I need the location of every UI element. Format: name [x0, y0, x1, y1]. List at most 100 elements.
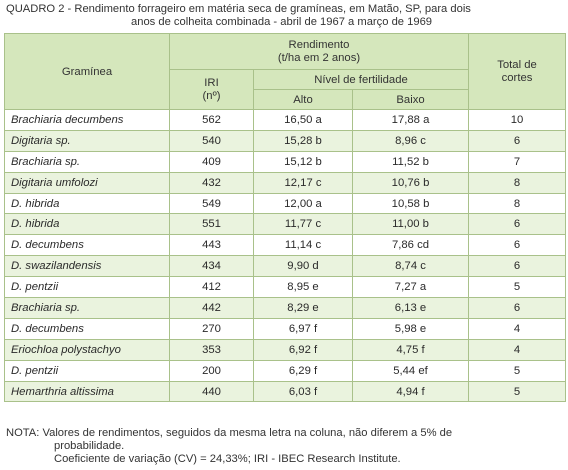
cell-iri: 540 [169, 129, 254, 152]
cell-graminea: D. hibrida [4, 213, 170, 236]
cell-graminea: Hemarthria altissima [4, 380, 170, 403]
cell-graminea: Digitaria umfolozi [4, 171, 170, 194]
header-rendimento-unit: (t/ha em 2 anos) [277, 51, 361, 64]
caption-line-1: QUADRO 2 - Rendimento forrageiro em maté… [6, 3, 471, 15]
cell-cortes: 7 [468, 150, 567, 173]
cell-baixo: 4,75 f [351, 338, 470, 361]
table-row: D. pentzii 200 6,29 f 5,44 ef 5 [4, 359, 567, 382]
cell-graminea: Brachiaria sp. [4, 150, 170, 173]
cell-baixo: 7,86 cd [351, 234, 470, 257]
header-total-cortes: Total de cortes [468, 33, 567, 110]
note-line-2: probabilidade. [54, 440, 125, 452]
header-iri: IRI (nº) [169, 69, 254, 110]
cell-graminea: Digitaria sp. [4, 129, 170, 152]
cell-alto: 12,00 a [253, 192, 353, 215]
cell-iri: 432 [169, 171, 254, 194]
cell-cortes: 5 [468, 359, 567, 382]
cell-alto: 16,50 a [253, 109, 353, 131]
cell-alto: 6,03 f [253, 380, 353, 403]
cell-baixo: 7,27 a [351, 276, 470, 299]
cell-iri: 409 [169, 150, 254, 173]
cell-graminea: D. pentzii [4, 359, 170, 382]
table-caption: QUADRO 2 - Rendimento forrageiro em maté… [6, 3, 562, 29]
cell-baixo: 17,88 a [351, 109, 470, 131]
cell-iri: 442 [169, 297, 254, 319]
cell-iri: 270 [169, 317, 254, 340]
header-total-line-1: Total de [497, 58, 537, 71]
cell-cortes: 8 [468, 171, 567, 194]
cell-cortes: 10 [468, 109, 567, 131]
cell-cortes: 5 [468, 380, 567, 403]
cell-alto: 15,12 b [253, 150, 353, 173]
cell-baixo: 8,74 c [351, 255, 470, 278]
header-iri-label: IRI [204, 76, 219, 89]
cell-alto: 6,29 f [253, 359, 353, 382]
cell-baixo: 10,58 b [351, 192, 470, 215]
caption-line-2: anos de colheita combinada - abril de 19… [131, 16, 433, 28]
cell-iri: 562 [169, 109, 254, 131]
cell-baixo: 6,13 e [351, 297, 470, 319]
cell-iri: 549 [169, 192, 254, 215]
cell-iri: 551 [169, 213, 254, 236]
header-nivel-fertilidade: Nível de fertilidade [252, 69, 470, 90]
cell-alto: 6,92 f [253, 338, 353, 361]
cell-iri: 412 [169, 276, 254, 299]
table-body: Brachiaria decumbens 562 16,50 a 17,88 a 10 D… [4, 109, 567, 403]
cell-cortes: 4 [468, 317, 567, 340]
cell-baixo: 10,76 b [351, 171, 470, 194]
note-line-3: Coeficiente de variação (CV) = 24,33%; I… [54, 453, 401, 465]
cell-baixo: 5,98 e [351, 317, 470, 340]
cell-cortes: 8 [468, 192, 567, 215]
cell-baixo: 4,94 f [351, 380, 470, 403]
table-header: Gramínea Rendimento (t/ha em 2 anos) Tot… [4, 33, 567, 110]
cell-alto: 8,95 e [253, 276, 353, 299]
cell-graminea: D. hibrida [4, 192, 170, 215]
cell-baixo: 8,96 c [351, 129, 470, 152]
cell-alto: 9,90 d [253, 255, 353, 278]
cell-cortes: 6 [468, 297, 567, 319]
header-rendimento: Rendimento (t/ha em 2 anos) [168, 33, 470, 70]
cell-iri: 353 [169, 338, 254, 361]
header-alto: Alto [253, 89, 353, 110]
table-row: Brachiaria decumbens 562 16,50 a 17,88 a 10 [4, 109, 567, 131]
cell-cortes: 4 [468, 338, 567, 361]
cell-graminea: Brachiaria sp. [4, 297, 170, 319]
cell-baixo: 5,44 ef [351, 359, 470, 382]
header-total-line-2: cortes [501, 71, 533, 84]
table-row: D. decumbens 443 11,14 c 7,86 cd 6 [4, 234, 567, 257]
cell-graminea: Eriochloa polystachyo [4, 338, 170, 361]
header-graminea: Gramínea [4, 33, 170, 110]
note-line-1: NOTA: Valores de rendimentos, seguidos d… [6, 427, 453, 439]
cell-baixo: 11,00 b [351, 213, 470, 236]
cell-iri: 200 [169, 359, 254, 382]
cell-cortes: 6 [468, 213, 567, 236]
cell-iri: 434 [169, 255, 254, 278]
cell-alto: 11,14 c [253, 234, 353, 257]
cell-cortes: 5 [468, 276, 567, 299]
cell-cortes: 6 [468, 129, 567, 152]
cell-cortes: 6 [468, 255, 567, 278]
cell-baixo: 11,52 b [351, 150, 470, 173]
cell-graminea: D. swazilandensis [4, 255, 170, 278]
header-baixo: Baixo [351, 89, 470, 110]
cell-alto: 8,29 e [253, 297, 353, 319]
header-rendimento-title: Rendimento [288, 38, 350, 51]
cell-graminea: D. decumbens [4, 234, 170, 257]
cell-iri: 440 [169, 380, 254, 403]
cell-alto: 11,77 c [253, 213, 353, 236]
header-iri-unit: (nº) [202, 89, 221, 102]
cell-graminea: D. decumbens [4, 317, 170, 340]
cell-iri: 443 [169, 234, 254, 257]
cell-alto: 12,17 c [253, 171, 353, 194]
cell-graminea: D. pentzii [4, 276, 170, 299]
